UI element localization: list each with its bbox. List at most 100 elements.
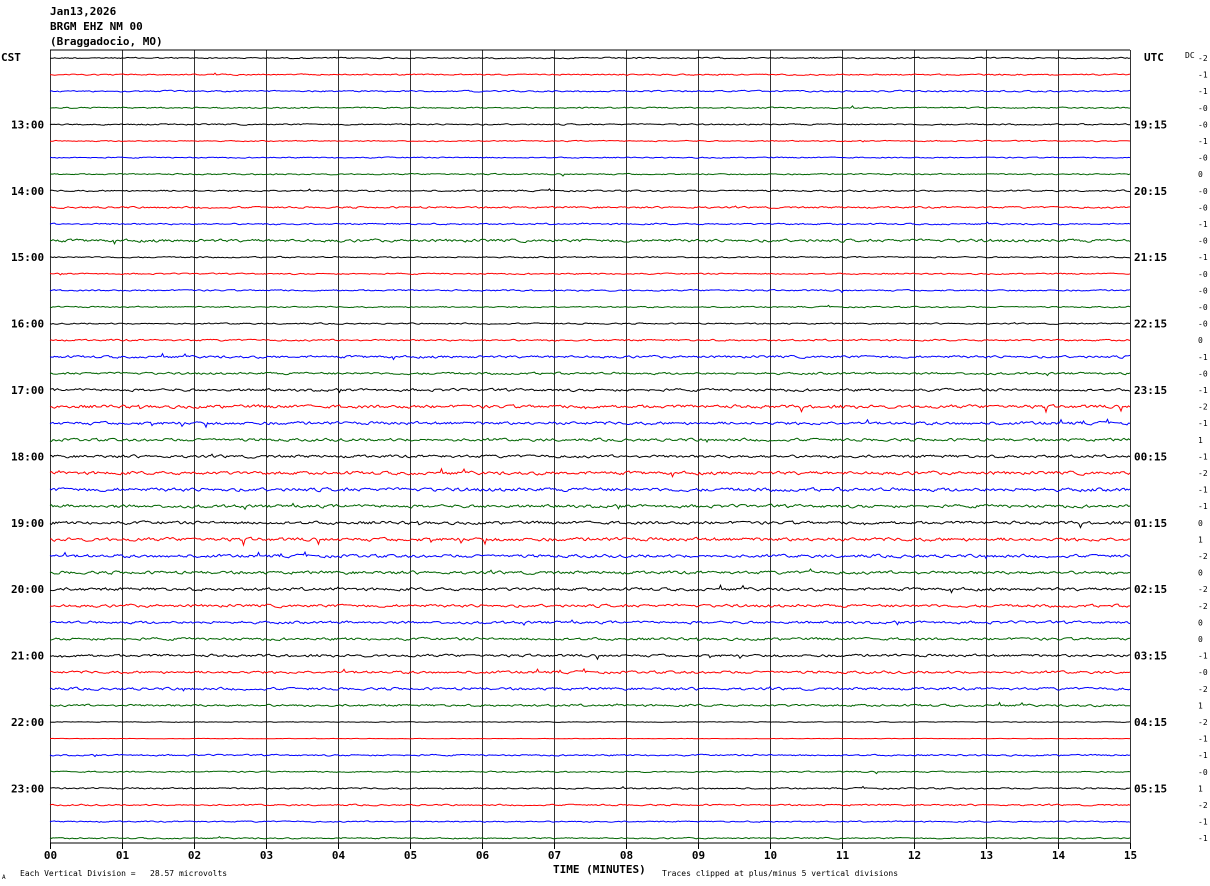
seismic-trace (50, 737, 1130, 740)
seismic-trace (49, 550, 1131, 560)
left-hour-label: 14:00 (11, 185, 44, 198)
seismic-trace (50, 770, 1131, 775)
x-tick-label: 00 (44, 849, 57, 862)
dc-offset-label: -1 (1198, 87, 1208, 96)
seismic-trace (49, 105, 1131, 110)
dc-offset-label: 0 (1198, 519, 1203, 528)
x-tick-label: 12 (908, 849, 921, 862)
x-tick-label: 04 (332, 849, 346, 862)
dc-label: DC (1185, 51, 1195, 60)
dc-offset-label: -1 (1198, 502, 1208, 511)
dc-offset-label: -2 (1198, 801, 1208, 810)
x-tick-label: 15 (1124, 849, 1137, 862)
dc-offset-label: -1 (1198, 253, 1208, 262)
seismic-trace (49, 387, 1131, 394)
seismic-trace (49, 721, 1131, 723)
dc-offset-label: -1 (1198, 137, 1208, 146)
dc-offset-label: -0 (1198, 237, 1208, 246)
dc-offset-label: -0 (1198, 187, 1208, 196)
dc-offset-label: -0 (1198, 303, 1208, 312)
dc-offset-label: -1 (1198, 834, 1208, 843)
seismic-trace (49, 467, 1131, 479)
scale-note: Each Vertical Division = 28.57 microvolt… (20, 869, 228, 878)
right-hour-label: 22:15 (1134, 318, 1167, 331)
x-tick-label: 02 (188, 849, 201, 862)
right-hour-label: 19:15 (1134, 118, 1167, 131)
seismic-trace (49, 820, 1131, 823)
seismic-trace (49, 487, 1131, 493)
seismic-trace (49, 453, 1131, 459)
dc-offset-label: -0 (1198, 120, 1208, 129)
dc-offset-label: -1 (1198, 735, 1208, 744)
seismic-trace (50, 56, 1131, 60)
dc-offset-label: 0 (1198, 618, 1203, 627)
dc-offset-label: -1 (1198, 386, 1208, 395)
seismic-trace (49, 322, 1131, 325)
x-tick-label: 06 (476, 849, 490, 862)
seismic-trace (49, 502, 1131, 511)
seismic-trace (49, 536, 1130, 547)
dc-offset-label: -2 (1198, 552, 1208, 561)
dc-offset-label: 0 (1198, 336, 1203, 345)
dc-offset-label: 1 (1198, 535, 1203, 544)
dc-offset-label: -2 (1198, 469, 1208, 478)
left-hour-label: 21:00 (11, 650, 44, 663)
x-tick-label: 09 (692, 849, 705, 862)
seismic-trace (49, 404, 1131, 414)
seismic-trace (49, 803, 1131, 807)
seismic-trace (49, 437, 1131, 443)
seismic-trace (49, 753, 1131, 758)
seismic-trace (49, 188, 1131, 193)
left-hour-label: 22:00 (11, 716, 44, 729)
seismic-trace (49, 205, 1131, 210)
right-hour-label: 05:15 (1134, 782, 1167, 795)
x-tick-label: 03 (260, 849, 273, 862)
seismic-trace (49, 89, 1131, 93)
dc-offset-label: 1 (1198, 701, 1203, 710)
seismic-trace (49, 238, 1131, 245)
dc-offset-label: -0 (1198, 320, 1208, 329)
dc-offset-label: -0 (1198, 369, 1208, 378)
corner-mark: A (2, 874, 6, 881)
dc-offset-label: -1 (1198, 751, 1208, 760)
right-timezone-label: UTC (1144, 51, 1164, 64)
header-location: (Braggadocio, MO) (50, 35, 163, 48)
seismic-trace (49, 701, 1131, 708)
right-hour-label: 20:15 (1134, 185, 1167, 198)
seismic-trace (49, 568, 1130, 575)
right-hour-label: 01:15 (1134, 517, 1167, 530)
dc-offset-label: -0 (1198, 154, 1208, 163)
x-tick-label: 08 (620, 849, 633, 862)
seismic-trace (49, 835, 1131, 840)
dc-offset-label: -1 (1198, 353, 1208, 362)
seismic-trace (49, 619, 1131, 627)
x-axis-label: TIME (MINUTES) (553, 863, 646, 876)
right-hour-label: 03:15 (1134, 650, 1167, 663)
dc-offset-label: -1 (1198, 818, 1208, 827)
x-tick-label: 07 (548, 849, 561, 862)
dc-offset-label: -1 (1198, 419, 1208, 428)
seismic-trace (49, 123, 1131, 126)
seismic-trace (49, 272, 1131, 276)
dc-offset-label: 0 (1198, 569, 1203, 578)
seismic-trace (50, 667, 1131, 675)
dc-offset-label: -0 (1198, 270, 1208, 279)
seismic-trace (49, 636, 1131, 642)
dc-offset-label: -0 (1198, 668, 1208, 677)
seismic-trace (49, 653, 1131, 661)
dc-offset-label: -1 (1198, 652, 1208, 661)
seismic-trace (49, 352, 1131, 361)
header-date: Jan13,2026 (50, 5, 117, 18)
right-hour-label: 02:15 (1134, 583, 1167, 596)
dc-offset-label: 1 (1198, 784, 1203, 793)
dc-offset-label: -1 (1198, 71, 1208, 80)
x-tick-label: 14 (1052, 849, 1066, 862)
seismic-trace (49, 520, 1131, 529)
seismic-trace (49, 156, 1131, 159)
left-timezone-label: CST (1, 51, 21, 64)
left-hour-label: 19:00 (11, 517, 44, 530)
dc-offset-label: -0 (1198, 203, 1208, 212)
dc-offset-label: 1 (1198, 436, 1203, 445)
seismic-trace (49, 371, 1131, 377)
